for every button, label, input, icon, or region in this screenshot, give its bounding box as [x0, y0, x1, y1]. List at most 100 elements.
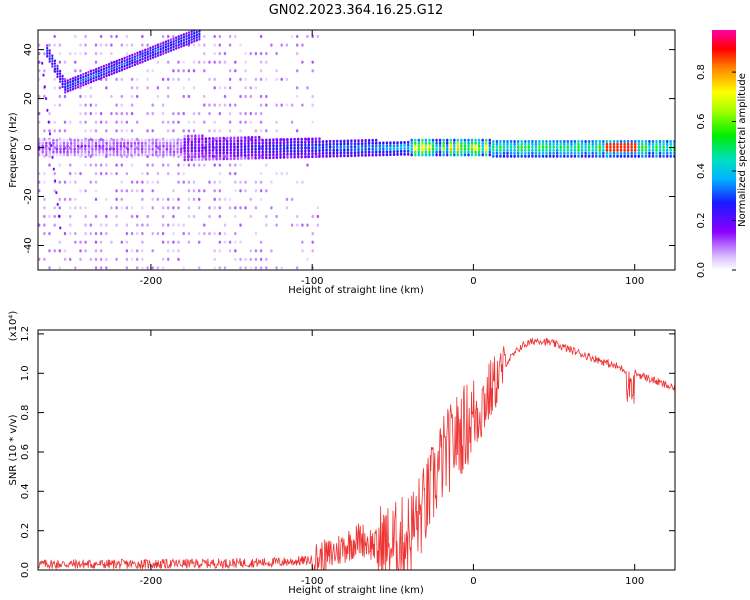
spectrogram-cell [254, 150, 257, 154]
spectrogram-cell [485, 141, 488, 145]
spectrogram-cell [53, 70, 56, 73]
spectrogram-cell [286, 149, 289, 153]
spectrogram-cell [509, 145, 513, 149]
spectrogram-cell [45, 97, 48, 101]
spectrogram-cell [94, 144, 98, 148]
spectrogram-cell [63, 120, 67, 124]
spectrogram-cell [531, 142, 534, 146]
spectrogram-cell [53, 43, 56, 47]
spectrogram-cell [155, 147, 158, 151]
spectrogram-cell [306, 86, 309, 90]
spectrogram-cell [228, 34, 232, 39]
spectrogram-cell [161, 34, 165, 39]
spectrogram-cell [435, 150, 438, 154]
spectrogram-cell [598, 154, 601, 158]
spectrogram-cell [38, 153, 41, 157]
spectrogram-cell [198, 232, 201, 236]
spectrogram-cell [243, 153, 247, 157]
spectrogram-cell [146, 214, 149, 219]
spectrogram-cell [428, 141, 431, 145]
spectrogram-cell [336, 139, 339, 143]
spectrogram-cell [192, 214, 196, 219]
spectrogram-cell [79, 257, 82, 261]
spectrogram-cell [552, 142, 555, 146]
spectrogram-cell [197, 134, 201, 138]
spectrogram-cell [46, 44, 49, 47]
spectrogram-cell [357, 153, 360, 157]
spectrogram-cell [105, 138, 108, 142]
spectrogram-cell [612, 145, 616, 149]
spectrogram-cell [282, 155, 286, 159]
spectrogram-cell [470, 144, 474, 148]
spectrogram-cell [234, 163, 237, 167]
spectrogram-cell [612, 151, 616, 155]
spectrogram-cell [87, 144, 91, 148]
spectrogram-x-tick-label: -200 [140, 276, 163, 287]
spectrogram-cell [492, 145, 495, 149]
spectrogram-cell [265, 147, 268, 151]
spectrogram-cell [218, 129, 221, 133]
spectrogram-cell [623, 140, 626, 143]
spectrogram-cell [587, 142, 591, 146]
spectrogram-cell [84, 153, 87, 157]
spectrogram-cell [520, 154, 523, 158]
spectrogram-cell [162, 49, 165, 53]
spectrogram-cell [45, 147, 48, 151]
spectrogram-cell [325, 140, 328, 143]
spectrogram-cell [280, 43, 283, 47]
spectrogram-cell [167, 120, 170, 124]
spectrogram-cell [99, 120, 103, 124]
spectrogram-cell [198, 197, 201, 201]
spectrogram-cell [538, 142, 541, 146]
spectrogram-cell [499, 151, 502, 155]
spectrogram-cell [275, 141, 279, 145]
spectrogram-cell [182, 266, 185, 270]
spectrogram-cell [130, 129, 134, 133]
spectrogram-cell [58, 240, 61, 244]
spectrogram-cell [431, 147, 435, 151]
spectrogram-cell [662, 145, 665, 149]
spectrogram-cell [146, 129, 149, 133]
spectrogram-cell [270, 249, 273, 253]
spectrogram-cell [125, 120, 129, 124]
spectrogram-cell [148, 147, 151, 151]
spectrogram-cell [222, 151, 225, 155]
spectrogram-cell [392, 144, 396, 148]
spectrogram-cell [183, 158, 186, 162]
spectrogram-cell [89, 94, 92, 99]
spectrogram-cell [249, 94, 252, 99]
spectrogram-cell [304, 155, 307, 159]
spectrogram-cell [350, 139, 353, 143]
spectrogram-cell [630, 151, 633, 155]
spectrogram-cell [59, 72, 62, 75]
spectrogram-cell [120, 129, 123, 133]
spectrogram-cell [304, 137, 307, 141]
spectrogram-cell [161, 257, 165, 261]
spectrogram-cell [185, 43, 188, 46]
spectrogram-cell [108, 70, 111, 74]
spectrogram-cell [570, 148, 573, 152]
spectrogram-cell [215, 136, 218, 140]
spectrogram-cell [229, 145, 232, 149]
spectrogram-cell [580, 142, 584, 146]
spectrogram-cell [228, 172, 232, 176]
spectrogram-cell [272, 138, 275, 142]
spectrogram-cell [527, 151, 530, 155]
spectrogram-cell [140, 150, 144, 154]
spectrogram-cell [328, 148, 332, 152]
spectrogram-cell [559, 151, 562, 155]
spectrogram-cell [213, 232, 216, 236]
spectrogram-cell [669, 142, 672, 146]
spectrogram-cell [296, 52, 299, 56]
spectrogram-cell [548, 145, 552, 149]
spectrogram-cell [229, 157, 232, 161]
spectrogram-cell [116, 147, 119, 151]
spectrogram-cell [167, 86, 170, 90]
spectrogram-cell [61, 77, 64, 81]
spectrogram-cell [534, 140, 538, 143]
spectrogram-cell [91, 153, 94, 157]
spectrogram-cell [157, 51, 160, 55]
spectrogram-cell [79, 69, 82, 73]
spectrogram-cell [192, 112, 196, 116]
spectrogram-cell [499, 145, 502, 149]
